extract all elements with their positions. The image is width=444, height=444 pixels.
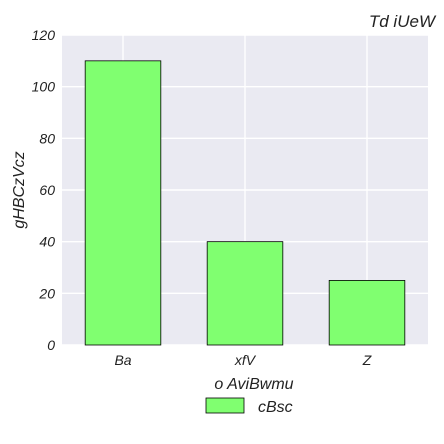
x-tick-labels: Ba xfV Z (114, 352, 371, 368)
legend-swatch (205, 397, 245, 414)
x-tick-label: Ba (114, 352, 131, 368)
y-tick-label: 40 (39, 234, 55, 250)
chart-title: Td iUeW (369, 12, 437, 31)
y-axis-label: gHBCzVcz (11, 151, 28, 228)
legend-label: cBsc (258, 399, 293, 416)
y-tick-labels: 0 20 40 60 80 100 120 (32, 27, 56, 353)
legend: cBsc (205, 397, 293, 416)
y-tick-label: 80 (39, 130, 55, 146)
y-tick-label: 120 (32, 27, 56, 43)
y-tick-label: 0 (47, 337, 55, 353)
x-tick-label: xfV (234, 352, 257, 368)
bar (84, 60, 162, 346)
x-tick-label: Z (362, 352, 372, 368)
y-tick-label: 100 (32, 79, 56, 95)
bars (84, 60, 406, 346)
x-axis-label: o AviBwmu (214, 376, 293, 393)
bar (328, 280, 406, 346)
y-tick-label: 60 (39, 182, 55, 198)
y-tick-label: 20 (38, 285, 55, 301)
bar (206, 241, 284, 346)
